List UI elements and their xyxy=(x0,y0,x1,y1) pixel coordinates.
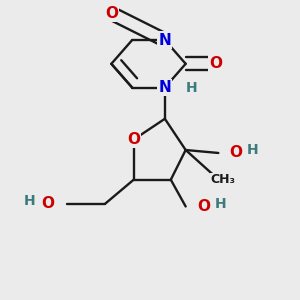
Text: O: O xyxy=(127,132,140,147)
Text: H: H xyxy=(247,143,258,157)
Text: H: H xyxy=(186,81,197,94)
Text: O: O xyxy=(105,6,118,21)
Text: O: O xyxy=(197,199,210,214)
Text: N: N xyxy=(158,32,171,47)
Text: O: O xyxy=(41,196,54,211)
Text: CH₃: CH₃ xyxy=(210,173,235,186)
Text: O: O xyxy=(230,146,243,160)
Text: H: H xyxy=(215,197,226,211)
Text: H: H xyxy=(24,194,35,208)
Text: N: N xyxy=(158,80,171,95)
Text: O: O xyxy=(209,56,222,71)
